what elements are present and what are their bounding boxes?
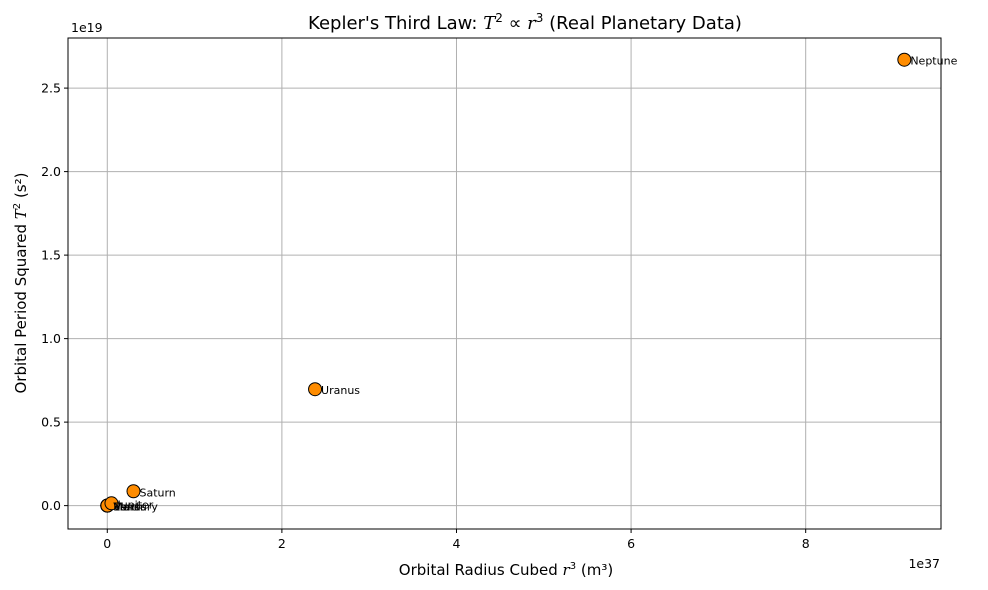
point-saturn [126,484,141,499]
y-tick-label: 2.0 [41,164,61,179]
label-saturn: Saturn [139,486,175,499]
plot-frame [67,37,942,530]
point-neptune [897,52,912,67]
label-uranus: Uranus [321,384,360,397]
label-neptune: Neptune [910,55,957,68]
y-tick-label: 1.5 [41,248,61,263]
y-axis-label: Orbital Period Squared T2 (s²) [12,172,30,393]
x-tick-label: 0 [103,536,111,551]
x-tick-label: 8 [802,536,810,551]
y-tick-label: 2.5 [41,81,61,96]
x-axis-ticks: 0 2 4 6 8 [103,529,810,551]
label-earth: Earth [113,501,143,514]
x-axis-offset-label: 1e37 [908,556,940,571]
y-tick-label: 0.0 [41,498,61,513]
chart-title: Kepler's Third Law: T2 ∝ r3 (Real Planet… [308,11,742,34]
x-tick-label: 2 [278,536,286,551]
x-tick-label: 4 [453,536,461,551]
grid [68,38,941,529]
data-points [100,52,912,513]
label-mercury: Mercury [113,501,158,514]
label-jupiter: Jupiter [116,498,153,511]
y-tick-label: 0.5 [41,415,61,430]
label-venus: Venus [113,501,146,514]
point-uranus [308,382,323,397]
y-axis-offset-label: 1e19 [71,20,103,35]
point-jupiter [104,496,119,511]
label-mars: Mars [113,501,140,514]
x-axis-label: Orbital Radius Cubed r3 (m³) [399,561,613,579]
x-tick-label: 6 [627,536,635,551]
y-axis-ticks: 0.0 0.5 1.0 1.5 2.0 2.5 [41,81,68,513]
y-tick-label: 1.0 [41,331,61,346]
